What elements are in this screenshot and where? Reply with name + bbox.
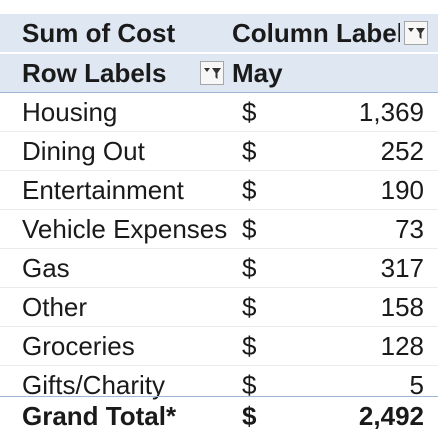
row-labels-header[interactable]: Row Labels [22, 58, 167, 88]
row-label[interactable]: Vehicle Expenses [22, 214, 228, 244]
row-value[interactable]: 317 [380, 253, 424, 283]
row-value[interactable]: 158 [380, 292, 424, 322]
value-field-label[interactable]: Sum of Cost [22, 18, 176, 48]
grand-total-label[interactable]: Grand Total* [22, 401, 177, 431]
currency-symbol: $ [242, 292, 257, 322]
row-label[interactable]: Other [22, 292, 88, 322]
row-value[interactable]: 1,369 [358, 97, 424, 127]
row-gridline [0, 365, 438, 366]
row-gridline [0, 209, 438, 210]
row-gridline [0, 287, 438, 288]
column-labels-header[interactable]: Column Label [232, 18, 400, 48]
row-gridline [0, 131, 438, 132]
header-band-1 [0, 14, 438, 52]
row-value[interactable]: 252 [380, 136, 424, 166]
row-label[interactable]: Housing [22, 97, 118, 127]
currency-symbol: $ [242, 253, 257, 283]
currency-symbol: $ [242, 401, 257, 431]
currency-symbol: $ [242, 331, 257, 361]
filter-dropdown-icon [204, 68, 221, 79]
currency-symbol: $ [242, 214, 257, 244]
currency-symbol: $ [242, 136, 257, 166]
currency-symbol: $ [242, 370, 257, 400]
row-value[interactable]: 73 [395, 214, 424, 244]
row-filter-button[interactable] [200, 61, 224, 85]
row-label[interactable]: Groceries [22, 331, 135, 361]
grand-total-value[interactable]: 2,492 [358, 401, 424, 431]
row-label[interactable]: Gifts/Charity [22, 370, 166, 400]
row-value[interactable]: 128 [380, 331, 424, 361]
row-label[interactable]: Entertainment [22, 175, 184, 205]
row-value[interactable]: 5 [409, 370, 424, 400]
filter-dropdown-icon [408, 28, 425, 39]
currency-symbol: $ [242, 97, 257, 127]
column-filter-button[interactable] [404, 21, 428, 45]
currency-symbol: $ [242, 175, 257, 205]
row-label[interactable]: Gas [22, 253, 70, 283]
total-rule [0, 396, 438, 397]
header-rule [0, 92, 438, 93]
row-gridline [0, 326, 438, 327]
column-item-header[interactable]: May [232, 58, 283, 88]
row-gridline [0, 248, 438, 249]
row-gridline [0, 170, 438, 171]
row-value[interactable]: 190 [380, 175, 424, 205]
row-label[interactable]: Dining Out [22, 136, 145, 166]
